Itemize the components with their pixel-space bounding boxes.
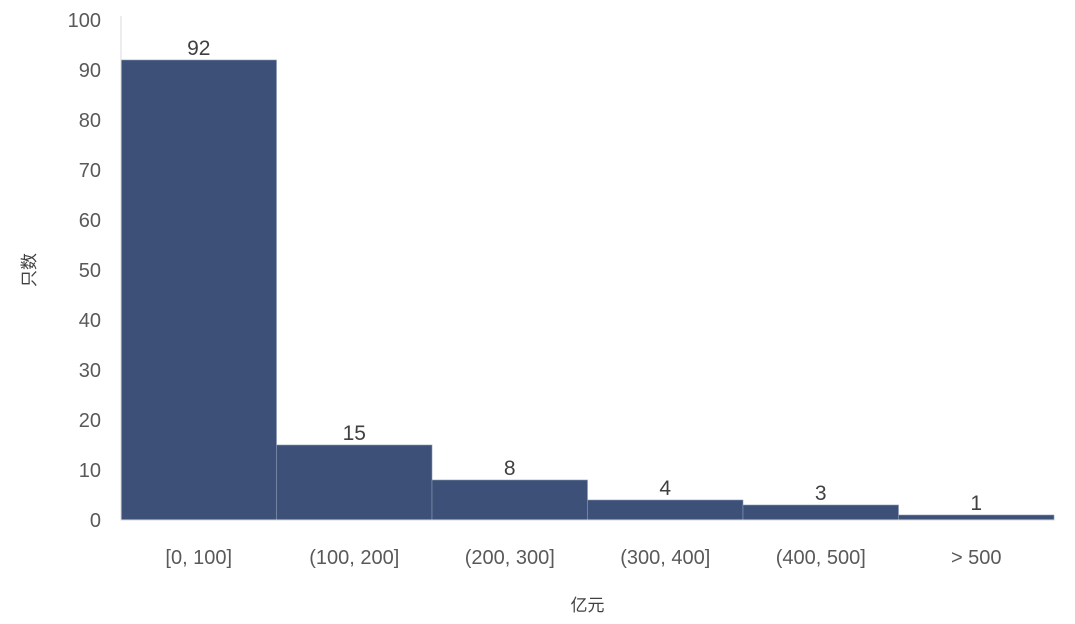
y-tick-label: 50: [79, 260, 101, 282]
bar: [587, 499, 744, 521]
bar: [898, 514, 1055, 521]
data-label: 4: [659, 477, 671, 500]
y-tick-label: 90: [79, 60, 101, 82]
bar: [742, 504, 899, 521]
y-tick-label: 20: [79, 410, 101, 432]
bar: [276, 444, 433, 521]
y-tick-label: 70: [79, 160, 101, 182]
x-tick-label: (100, 200]: [309, 547, 399, 569]
x-tick-label: (400, 500]: [776, 547, 866, 569]
x-tick-label: [0, 100]: [165, 547, 232, 569]
y-axis-title: 只数: [20, 253, 40, 287]
y-tick-label: 0: [90, 510, 101, 532]
bars: [120, 59, 1055, 521]
bar: [431, 479, 588, 521]
x-tick-label: (200, 300]: [465, 547, 555, 569]
x-tick-label: > 500: [951, 547, 1002, 569]
data-labels: 92 15 8 4 3 1: [187, 37, 982, 515]
y-tick-label: 60: [79, 210, 101, 232]
data-label: 3: [815, 482, 827, 505]
data-label: 1: [970, 492, 982, 515]
data-label: 8: [504, 457, 516, 480]
y-tick-label: 40: [79, 310, 101, 332]
y-axis-ticks: 0 10 20 30 40 50 60 70 80 90 100: [68, 10, 101, 532]
x-axis-ticks: [0, 100] (100, 200] (200, 300] (300, 400] (4…: [165, 547, 1001, 569]
y-tick-label: 10: [79, 460, 101, 482]
y-tick-label: 30: [79, 360, 101, 382]
x-axis-title: 亿元: [571, 596, 605, 616]
data-label: 15: [343, 422, 366, 445]
data-label: 92: [187, 37, 210, 60]
x-tick-label: (300, 400]: [620, 547, 710, 569]
y-tick-label: 100: [68, 10, 101, 32]
y-tick-label: 80: [79, 110, 101, 132]
bar: [120, 59, 277, 521]
